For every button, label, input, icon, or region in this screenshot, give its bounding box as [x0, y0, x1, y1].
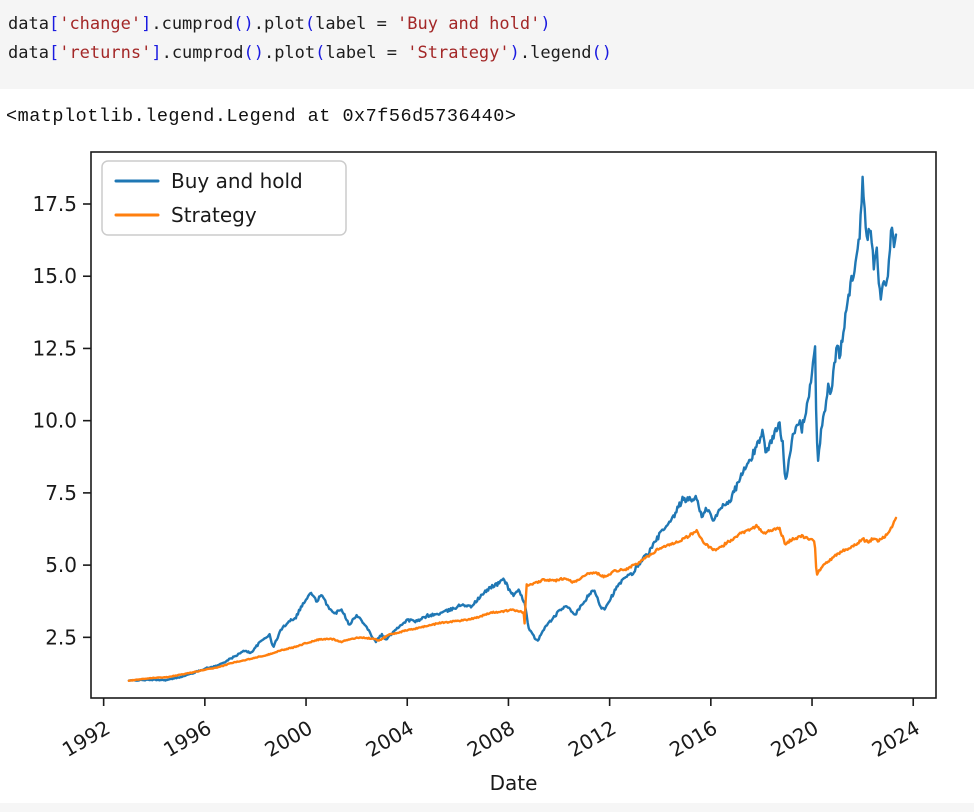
code-token: .cumprod	[151, 14, 234, 34]
next-cell-edge	[0, 803, 974, 812]
code-token: .cumprod	[161, 43, 244, 63]
x-axis-tick-label: 1996	[159, 716, 215, 762]
code-line-1: data['change'].cumprod().plot(label = 'B…	[8, 10, 966, 39]
code-cell[interactable]: data['change'].cumprod().plot(label = 'B…	[0, 0, 974, 89]
code-token: ()	[233, 14, 254, 34]
series-line-strategy	[127, 516, 898, 682]
code-line-2: data['returns'].cumprod().plot(label = '…	[8, 39, 966, 68]
code-token: label =	[315, 14, 398, 34]
x-axis-tick-label: 2012	[564, 716, 620, 762]
x-axis-tick-label: 2024	[868, 716, 924, 762]
series-line-buy-and-hold	[127, 175, 898, 682]
code-token: ()	[243, 43, 264, 63]
code-token: .legend	[519, 43, 592, 63]
code-token: label =	[325, 43, 408, 63]
code-token: 'Strategy'	[407, 43, 510, 63]
code-token: ()	[591, 43, 613, 63]
cell-output-text: <matplotlib.legend.Legend at 0x7f56d5736…	[6, 106, 517, 127]
plot-spines	[90, 151, 937, 699]
code-token: ]	[141, 14, 152, 34]
code-token: data	[8, 43, 49, 63]
code-token: 'Buy and hold'	[397, 14, 541, 34]
code-token: (	[315, 43, 326, 63]
code-token: .plot	[253, 14, 305, 34]
code-token: )	[540, 14, 551, 34]
legend-label: Buy and hold	[171, 169, 303, 193]
legend-label: Strategy	[171, 203, 257, 227]
x-axis-tick-label: 2008	[463, 716, 519, 762]
x-axis-tick-label: 2004	[362, 716, 418, 762]
y-axis-tick-label: 17.5	[32, 192, 77, 216]
code-token: [	[48, 14, 60, 34]
matplotlib-figure: 1992 1996 2000 2004 2008 2012 2016 2020 2024 2.5 5…	[0, 140, 974, 812]
code-token: )	[509, 43, 520, 63]
code-token: ]	[151, 43, 162, 63]
y-axis-tick-label: 7.5	[45, 481, 77, 505]
x-axis-tick-label: 2000	[260, 716, 316, 762]
y-axis-tick-label: 2.5	[45, 625, 77, 649]
y-axis-tick-label: 10.0	[32, 409, 77, 433]
code-token: 'change'	[59, 14, 142, 34]
code-token: data	[8, 14, 49, 34]
legend-box	[101, 160, 347, 236]
x-axis-tick-label: 2020	[766, 716, 822, 762]
y-axis-tick-label: 12.5	[32, 336, 77, 360]
code-token: .plot	[263, 43, 316, 63]
chart-svg: 1992 1996 2000 2004 2008 2012 2016 2020 2024 2.5 5…	[32, 151, 937, 795]
code-token: (	[304, 14, 316, 34]
x-axis-tick-label: 1992	[58, 716, 114, 762]
y-axis-tick-label: 15.0	[32, 264, 77, 288]
x-axis-title: Date	[490, 771, 538, 795]
y-axis-tick-label: 5.0	[45, 553, 77, 577]
x-axis-tick-label: 2016	[665, 716, 721, 762]
code-token: [	[48, 43, 60, 63]
code-token: 'returns'	[59, 43, 152, 63]
